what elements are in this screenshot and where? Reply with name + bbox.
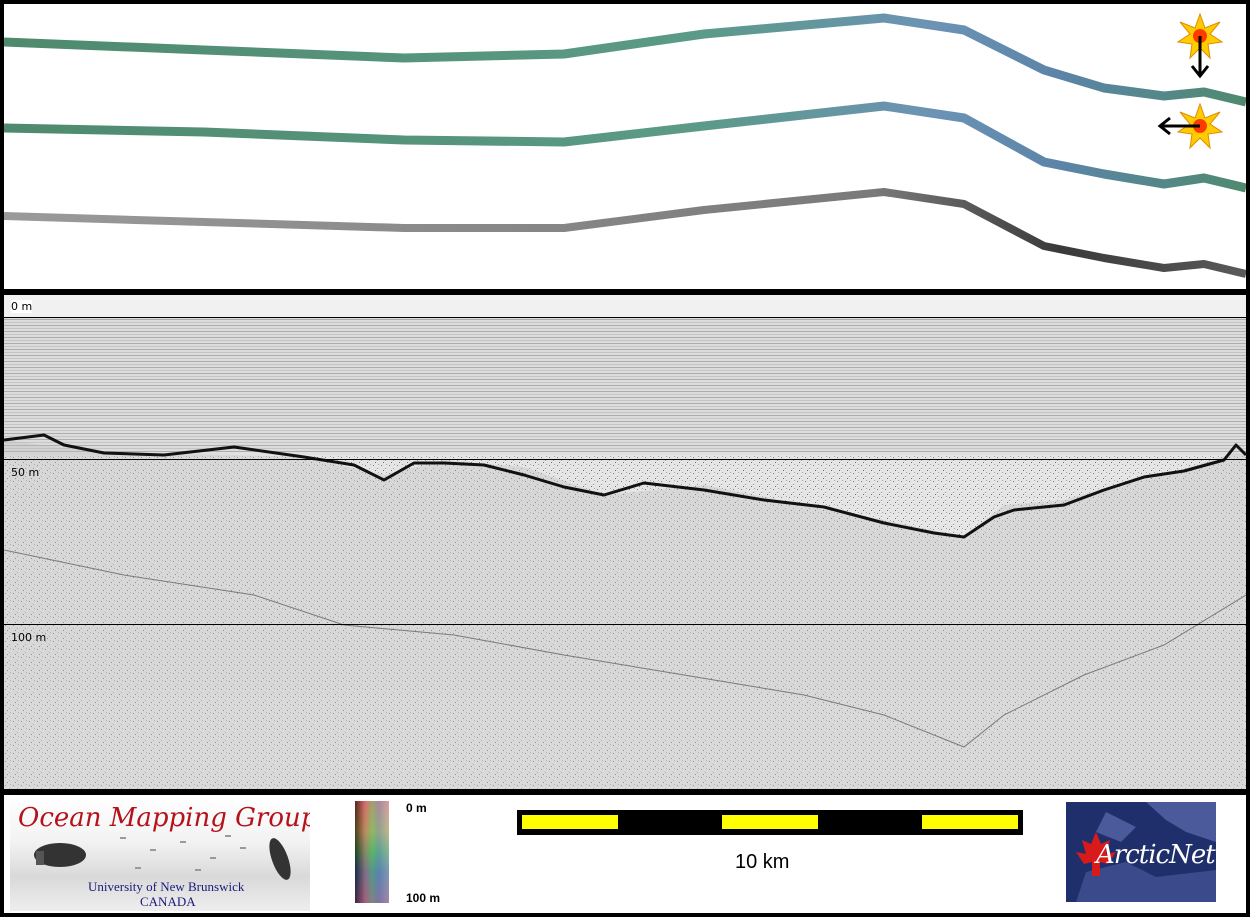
depth-line-0m <box>4 317 1246 318</box>
scale-segment-3 <box>922 815 1018 829</box>
sun-illumination-left-icon <box>1157 102 1224 150</box>
swath-track-grayscale <box>3 188 1247 278</box>
colorbar-bottom-label: 100 m <box>406 891 441 905</box>
depth-label-100m: 100 m <box>11 631 47 644</box>
depth-line-50m <box>4 459 1246 460</box>
echogram <box>4 317 1246 789</box>
sun-illumination-down-icon <box>1176 12 1224 79</box>
scale-bar-label: 10 km <box>735 851 790 873</box>
swath-tracks <box>3 12 1248 278</box>
scale-segment-1 <box>522 815 618 829</box>
swath-track-sun-north <box>3 13 1248 107</box>
arcticnet-map-art <box>1076 802 1216 902</box>
omg-university: University of New Brunswick <box>88 879 245 894</box>
maple-leaf-icon <box>1076 832 1116 876</box>
depth-label-0m: 0 m <box>11 300 33 313</box>
sub-bottom-reflector <box>4 549 1246 748</box>
omg-title: Ocean Mapping Group <box>18 803 310 833</box>
depth-line-100m <box>4 624 1246 625</box>
swath-track-panel <box>3 4 1248 289</box>
depth-colorbar <box>355 801 389 903</box>
seabed-trace <box>4 433 1246 539</box>
colorbar-top-label: 0 m <box>406 801 427 815</box>
arcticnet-text: ArcticNet <box>1096 840 1216 870</box>
depth-label-50m: 50 m <box>11 466 40 479</box>
footer-panel: Ocean Mapping Group University of New Br… <box>4 795 1246 913</box>
scale-bar <box>517 810 1023 835</box>
arcticnet-logo: ArcticNet <box>1066 802 1216 902</box>
omg-sonar-art <box>34 835 291 880</box>
swath-track-sun-west <box>3 101 1248 193</box>
echogram-profile-panel: 0 m 50 m 100 m <box>4 295 1246 789</box>
ocean-mapping-group-logo: Ocean Mapping Group University of New Br… <box>10 797 310 911</box>
sediment-fill <box>4 440 1246 789</box>
omg-country: CANADA <box>140 894 196 909</box>
scale-segment-2 <box>722 815 818 829</box>
